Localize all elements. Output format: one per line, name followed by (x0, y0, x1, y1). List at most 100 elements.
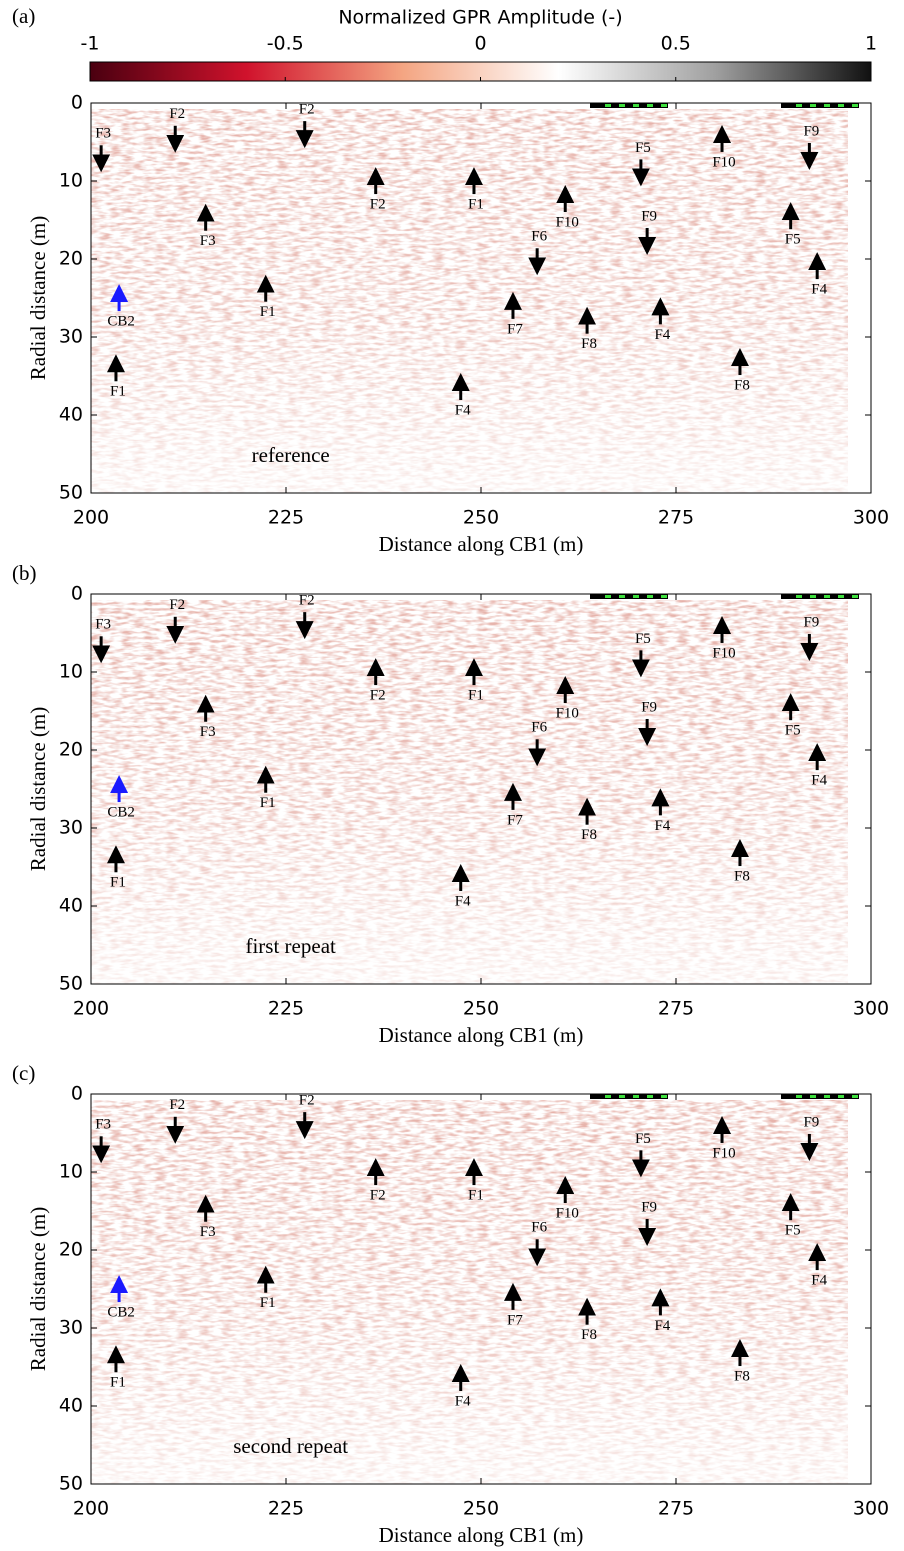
arrow-label: F3 (200, 233, 216, 249)
y-tick-label: 0 (71, 1083, 83, 1105)
arrow-label: F1 (468, 688, 484, 704)
arrow-label: F3 (95, 126, 111, 142)
arrow-label: F7 (507, 1312, 523, 1328)
y-tick-label: 40 (59, 895, 83, 917)
surface-bar (590, 1094, 668, 1099)
x-tick-label: 225 (268, 998, 304, 1020)
y-tick-label: 30 (59, 1317, 83, 1339)
arrow-label: F4 (811, 1273, 827, 1289)
y-tick-label: 10 (59, 170, 83, 192)
y-tick-label: 50 (59, 482, 83, 504)
arrow-label: F2 (370, 688, 386, 704)
arrow-label: F8 (734, 1368, 750, 1384)
arrow-label: F1 (110, 875, 126, 891)
surface-marker (810, 1095, 816, 1098)
arrow-label: F2 (169, 106, 185, 122)
x-tick-label: 200 (73, 507, 109, 529)
arrow-label: F3 (95, 617, 111, 633)
arrow-label: F2 (299, 593, 315, 609)
surface-bar (590, 594, 668, 599)
arrow-label: F1 (468, 197, 484, 213)
x-axis-label: Distance along CB1 (m) (379, 532, 584, 556)
y-tick-label: 30 (59, 817, 83, 839)
colorbar-tick-label: 0.5 (661, 33, 691, 55)
surface-marker (647, 1095, 653, 1098)
surface-marker (661, 1095, 667, 1098)
arrow-label: F9 (803, 1114, 819, 1130)
surface-marker (852, 104, 858, 107)
surface-marker (661, 595, 667, 598)
surface-marker (605, 1095, 611, 1098)
arrow-label: F10 (556, 214, 579, 230)
arrow-label: F4 (654, 1318, 670, 1334)
arrow-label: F1 (468, 1188, 484, 1204)
y-tick-label: 50 (59, 973, 83, 995)
arrow-label: F6 (531, 1220, 547, 1236)
surface-marker (796, 1095, 802, 1098)
surface-marker (633, 104, 639, 107)
surface-marker (633, 1095, 639, 1098)
panel-caption: second repeat (233, 1434, 348, 1458)
x-tick-label: 250 (463, 998, 499, 1020)
arrow-label: F10 (712, 1145, 735, 1161)
surface-marker (633, 595, 639, 598)
y-axis-label: Radial distance (m) (26, 216, 50, 380)
surface-marker (810, 595, 816, 598)
colorbar-tick-label: 1 (865, 33, 877, 55)
surface-marker (605, 595, 611, 598)
arrow-label: F10 (556, 705, 579, 721)
y-tick-label: 0 (71, 92, 83, 114)
colorbar-title: Normalized GPR Amplitude (-) (338, 7, 622, 29)
radargram-fade (91, 103, 871, 493)
surface-bar (781, 1094, 859, 1099)
arrow-label: F8 (581, 1327, 597, 1343)
arrow-label: F10 (712, 154, 735, 170)
arrow-label: F4 (654, 818, 670, 834)
arrow-label: F2 (169, 1097, 185, 1113)
panel-label: (c) (12, 1061, 35, 1085)
arrow-label: F2 (370, 197, 386, 213)
arrow-label: F10 (712, 645, 735, 661)
x-tick-label: 250 (463, 1498, 499, 1520)
arrow-label: F1 (260, 1295, 276, 1311)
colorbar-tick-label: 0 (474, 33, 486, 55)
surface-marker (796, 595, 802, 598)
arrow-label: F2 (169, 597, 185, 613)
surface-bar (781, 103, 859, 108)
arrow-label: F10 (556, 1205, 579, 1221)
y-tick-label: 10 (59, 661, 83, 683)
surface-marker (661, 104, 667, 107)
arrow-label: F8 (734, 868, 750, 884)
x-tick-label: 300 (853, 507, 889, 529)
x-axis-label: Distance along CB1 (m) (379, 1523, 584, 1547)
arrow-label: F4 (455, 893, 471, 909)
x-tick-label: 200 (73, 998, 109, 1020)
arrow-label: F7 (507, 321, 523, 337)
arrow-label: F2 (370, 1188, 386, 1204)
arrow-label: F2 (299, 1093, 315, 1109)
arrow-label: F9 (803, 614, 819, 630)
surface-marker (824, 595, 830, 598)
arrow-label: F5 (635, 1131, 651, 1147)
arrow-label: F3 (200, 1224, 216, 1240)
arrow-label: F4 (455, 402, 471, 418)
y-tick-label: 10 (59, 1161, 83, 1183)
y-tick-label: 40 (59, 1395, 83, 1417)
arrow-label: F5 (635, 140, 651, 156)
surface-marker (619, 104, 625, 107)
x-tick-label: 225 (268, 1498, 304, 1520)
arrow-label: F4 (811, 282, 827, 298)
y-axis-label: Radial distance (m) (26, 707, 50, 871)
surface-marker (619, 1095, 625, 1098)
arrow-label: F5 (785, 1223, 801, 1239)
arrow-label: F9 (641, 699, 657, 715)
y-tick-label: 20 (59, 1239, 83, 1261)
x-tick-label: 200 (73, 1498, 109, 1520)
surface-marker (824, 1095, 830, 1098)
arrow-label: F4 (654, 327, 670, 343)
arrow-label: F3 (200, 724, 216, 740)
x-tick-label: 275 (658, 998, 694, 1020)
arrow-label: F1 (260, 304, 276, 320)
x-tick-label: 300 (853, 998, 889, 1020)
